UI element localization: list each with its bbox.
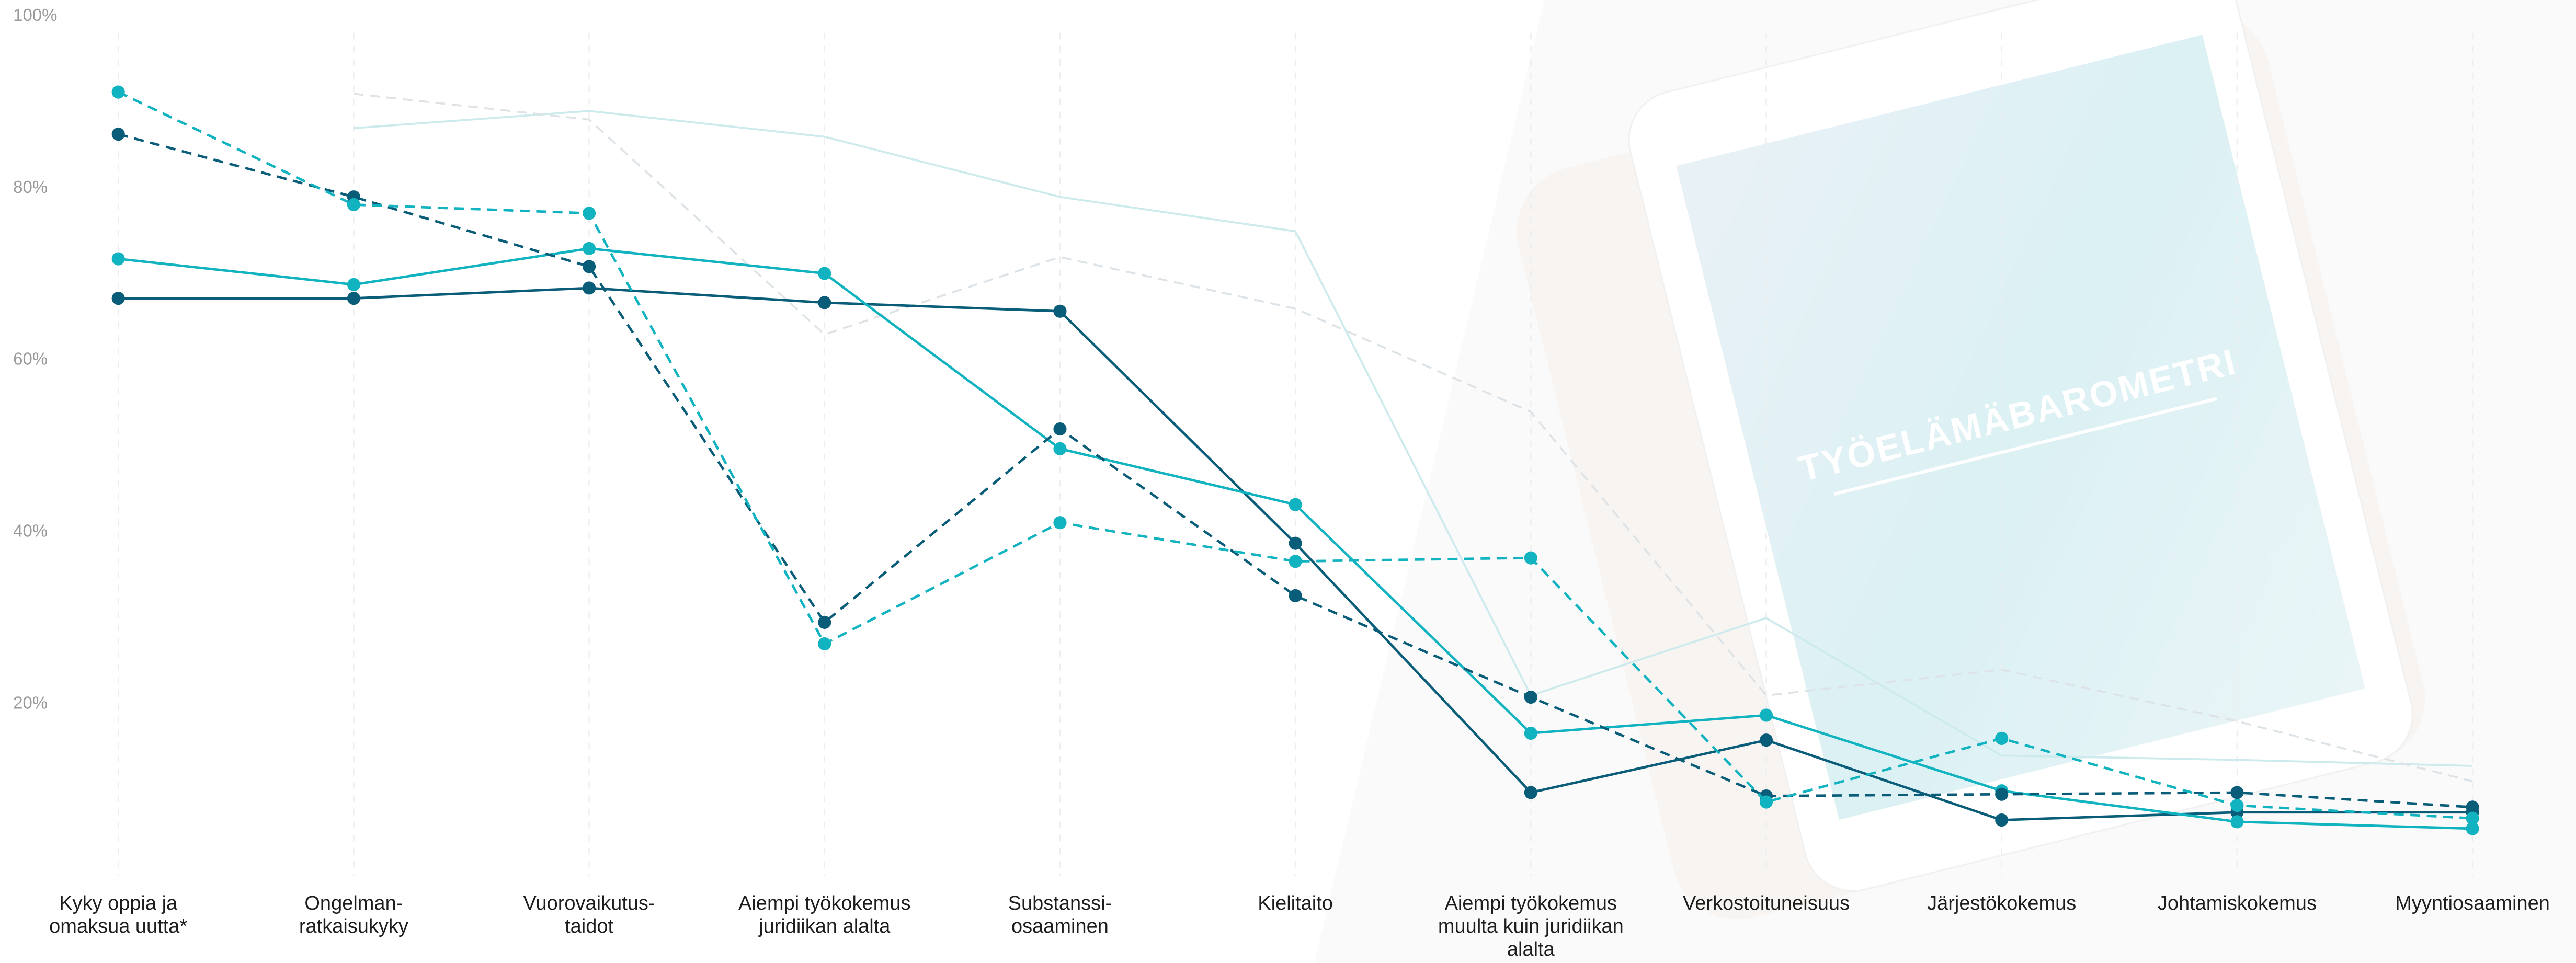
data-point [2466,822,2479,835]
data-point [583,207,596,220]
data-point [583,242,596,255]
x-tick-label: Kielitaito [1258,892,1333,914]
data-point [347,292,360,305]
data-point [1053,304,1067,318]
data-point [1524,786,1537,799]
data-point [2230,815,2244,829]
data-point [347,278,360,291]
data-point [1995,813,2009,827]
data-point [1053,516,1067,530]
data-point [1053,442,1067,455]
data-point [583,281,596,295]
data-point [2466,800,2479,814]
data-point [1759,733,1773,747]
data-point [1053,422,1067,436]
y-tick-label: 60% [13,349,48,369]
x-tick-label: Ongelman- ratkaisukyky [299,892,408,937]
data-point [1289,589,1302,603]
data-point [2230,786,2244,799]
data-point [1289,555,1302,568]
data-point [818,615,831,629]
data-point [111,128,125,141]
data-point [1289,536,1302,550]
x-tick-label: Aiempi työkokemus muulta kuin juridiikan… [1438,892,1624,960]
data-point [111,252,125,266]
data-point [1524,726,1537,740]
x-tick-label: Vuorovaikutus- taidot [523,892,655,937]
y-tick-label: 20% [13,693,48,712]
data-point [818,637,831,651]
data-point [1995,731,2009,745]
x-tick-label: Verkostoituneisuus [1683,892,1850,914]
x-tick-label: Järjestökokemus [1927,892,2077,914]
data-point [1759,795,1773,809]
x-tick-label: Myyntiosaaminen [2395,892,2550,914]
data-point [2466,811,2479,825]
x-tick-label: Kyky oppia ja omaksua uutta* [49,892,188,937]
data-point [2230,799,2244,812]
data-point [1524,690,1537,704]
data-point [1289,498,1302,511]
series-line [354,110,2473,767]
data-point [1759,708,1773,722]
y-tick-label: 40% [13,521,48,541]
series-line [354,93,2473,783]
y-tick-label: 80% [13,177,48,197]
data-point [1995,787,2009,801]
y-tick-label: 100% [13,5,57,25]
series-line [118,90,2473,820]
data-point [347,198,360,212]
x-tick-label: Johtamiskokemus [2157,892,2317,914]
data-point [111,85,125,99]
data-point [583,260,596,273]
background-image: TYÖELÄMÄBAROMETRI [1314,0,2576,963]
data-point [111,292,125,305]
series-line [118,133,2473,809]
data-point [818,267,831,280]
x-tick-label: Substanssi- osaaminen [1008,892,1112,937]
x-tick-label: Aiempi työkokemus juridiikan alalta [738,892,911,937]
data-point [818,296,831,309]
data-point [1524,551,1537,565]
